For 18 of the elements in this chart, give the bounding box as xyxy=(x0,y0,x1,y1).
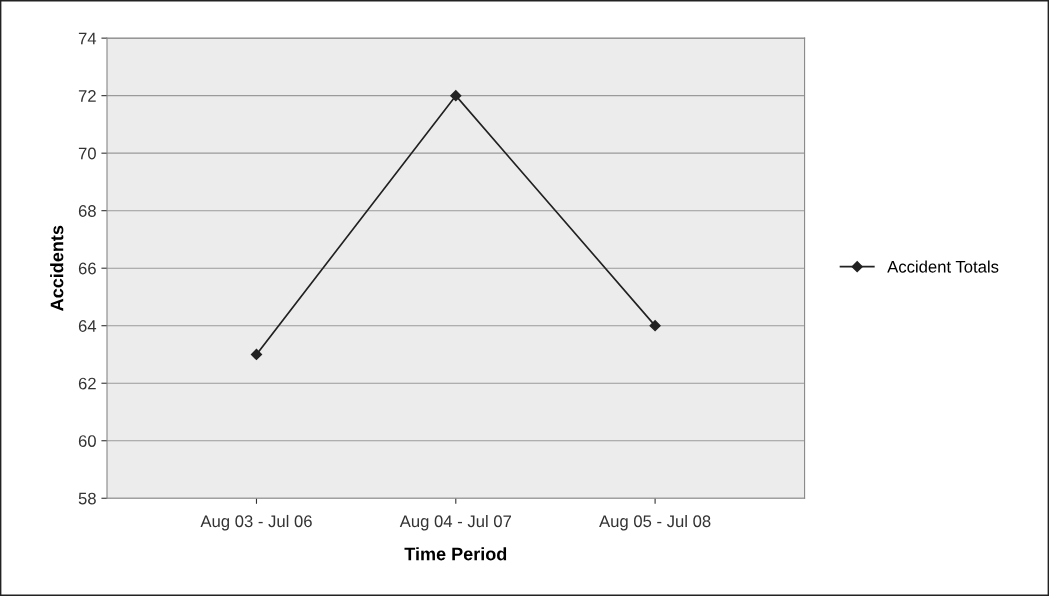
x-tick-label: Aug 05 - Jul 08 xyxy=(599,514,711,531)
x-tick-label: Aug 04 - Jul 07 xyxy=(399,514,512,531)
point xyxy=(250,348,263,361)
y-tick-label: 66 xyxy=(78,262,96,275)
point xyxy=(649,320,661,332)
point xyxy=(450,90,462,102)
y-tick-label: 74 xyxy=(78,32,97,45)
y-tick-label: 70 xyxy=(78,147,96,160)
x-tick-label: Aug 03 - Jul 06 xyxy=(200,514,312,531)
y-axis-title: Accidents xyxy=(50,225,64,311)
y-tick-label: 64 xyxy=(78,320,97,332)
legend-label: Accident Totals xyxy=(887,260,999,273)
y-tick-label: 68 xyxy=(78,205,96,217)
y-tick-label: 62 xyxy=(78,377,96,390)
x-axis-title: Time Period xyxy=(404,547,507,561)
y-tick-label: 60 xyxy=(78,435,96,447)
y-tick-label: 72 xyxy=(78,90,96,102)
y-tick-label: 58 xyxy=(78,492,96,505)
